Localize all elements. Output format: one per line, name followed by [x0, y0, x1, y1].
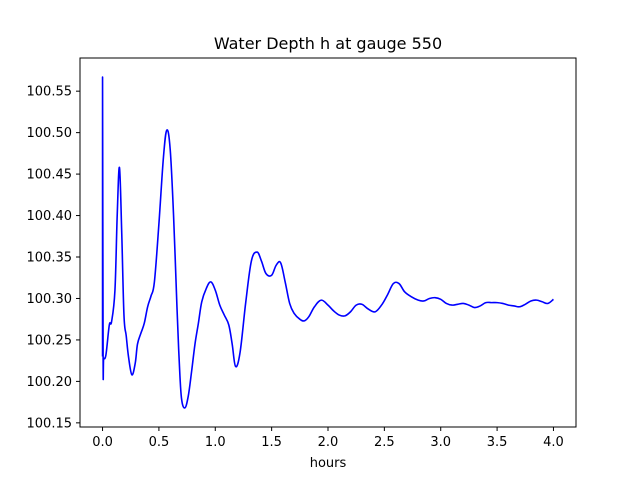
y-tick-label: 100.20 — [27, 375, 73, 390]
x-tick-label: 1.0 — [205, 435, 226, 450]
plot-frame — [79, 57, 577, 428]
y-tick-label: 100.25 — [27, 333, 73, 348]
y-axis: 100.15 100.20 100.25 100.30 100.35 100.40 100.… — [27, 85, 80, 431]
y-tick-label: 100.55 — [27, 85, 73, 100]
x-tick-label: 3.5 — [487, 435, 508, 450]
x-tick-label: 2.0 — [318, 435, 339, 450]
x-tick-label: 2.5 — [374, 435, 395, 450]
chart-title: Water Depth h at gauge 550 — [214, 34, 442, 53]
x-axis: 0.0 0.5 1.0 1.5 2.0 2.5 3.0 3.5 4.0 — [92, 427, 564, 450]
y-tick-label: 100.50 — [27, 126, 73, 141]
x-tick-label: 0.5 — [149, 435, 170, 450]
y-tick-label: 100.35 — [27, 251, 73, 266]
y-tick-label: 100.40 — [27, 209, 73, 224]
x-tick-label: 4.0 — [543, 435, 564, 450]
y-tick-label: 100.15 — [27, 416, 73, 431]
y-tick-label: 100.45 — [27, 168, 73, 183]
x-tick-label: 1.5 — [261, 435, 282, 450]
plot-area — [101, 76, 554, 409]
x-axis-label: hours — [310, 456, 347, 471]
x-tick-label: 0.0 — [92, 435, 113, 450]
x-tick-label: 3.0 — [430, 435, 451, 450]
y-tick-label: 100.30 — [27, 292, 73, 307]
series-line — [101, 76, 554, 409]
